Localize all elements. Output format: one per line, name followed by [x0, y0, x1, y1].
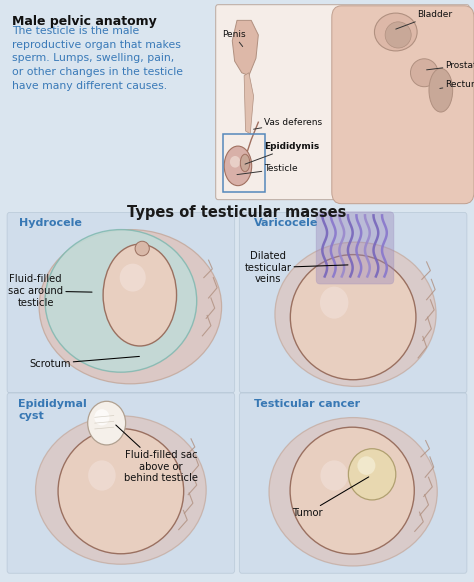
Ellipse shape	[429, 69, 453, 112]
Ellipse shape	[224, 146, 252, 186]
Text: Vas deferens: Vas deferens	[254, 118, 323, 129]
Polygon shape	[244, 73, 254, 134]
FancyBboxPatch shape	[7, 393, 235, 573]
Ellipse shape	[385, 22, 411, 48]
Ellipse shape	[374, 13, 417, 51]
Text: Scrotum: Scrotum	[29, 356, 139, 369]
Ellipse shape	[88, 402, 126, 445]
Ellipse shape	[240, 154, 250, 172]
Ellipse shape	[320, 460, 348, 491]
Ellipse shape	[58, 428, 184, 554]
Text: Dilated
testicular
veins: Dilated testicular veins	[244, 251, 348, 285]
Ellipse shape	[290, 427, 414, 554]
Text: Rectum: Rectum	[440, 80, 474, 89]
Ellipse shape	[135, 242, 149, 256]
Ellipse shape	[320, 287, 348, 319]
FancyBboxPatch shape	[216, 5, 469, 200]
Text: Testicle: Testicle	[237, 164, 298, 175]
FancyBboxPatch shape	[239, 212, 467, 393]
Ellipse shape	[94, 409, 109, 425]
Text: Epididymis: Epididymis	[245, 142, 320, 164]
FancyBboxPatch shape	[332, 6, 474, 204]
Ellipse shape	[36, 416, 206, 565]
Text: Fluid-filled
sac around
testicle: Fluid-filled sac around testicle	[8, 274, 92, 308]
Ellipse shape	[348, 449, 396, 500]
Text: Hydrocele: Hydrocele	[19, 218, 82, 228]
FancyBboxPatch shape	[0, 0, 474, 201]
Text: Penis: Penis	[222, 30, 246, 47]
Ellipse shape	[275, 242, 436, 386]
Text: Testicular cancer: Testicular cancer	[254, 399, 360, 409]
Text: Bladder: Bladder	[396, 10, 452, 29]
Ellipse shape	[290, 255, 416, 380]
Ellipse shape	[119, 264, 146, 292]
Text: Male pelvic anatomy: Male pelvic anatomy	[12, 15, 156, 27]
FancyBboxPatch shape	[239, 393, 467, 573]
Text: Types of testicular masses: Types of testicular masses	[128, 205, 346, 220]
Text: Fluid-filled sac
above or
behind testicle: Fluid-filled sac above or behind testicl…	[116, 425, 198, 484]
FancyBboxPatch shape	[7, 212, 235, 393]
Polygon shape	[232, 20, 258, 76]
Ellipse shape	[39, 229, 222, 384]
Ellipse shape	[88, 460, 116, 491]
Ellipse shape	[230, 156, 240, 168]
Text: The testicle is the male
reproductive organ that makes
sperm. Lumps, swelling, p: The testicle is the male reproductive or…	[12, 26, 183, 91]
Text: Prostate: Prostate	[427, 61, 474, 70]
FancyBboxPatch shape	[316, 212, 394, 284]
Ellipse shape	[103, 244, 176, 346]
Ellipse shape	[357, 456, 375, 475]
Ellipse shape	[410, 59, 438, 87]
Ellipse shape	[269, 418, 437, 566]
Text: Tumor: Tumor	[292, 477, 369, 519]
Ellipse shape	[45, 229, 197, 372]
Text: Epididymal
cyst: Epididymal cyst	[18, 399, 87, 421]
Text: Varicocele: Varicocele	[254, 218, 318, 228]
